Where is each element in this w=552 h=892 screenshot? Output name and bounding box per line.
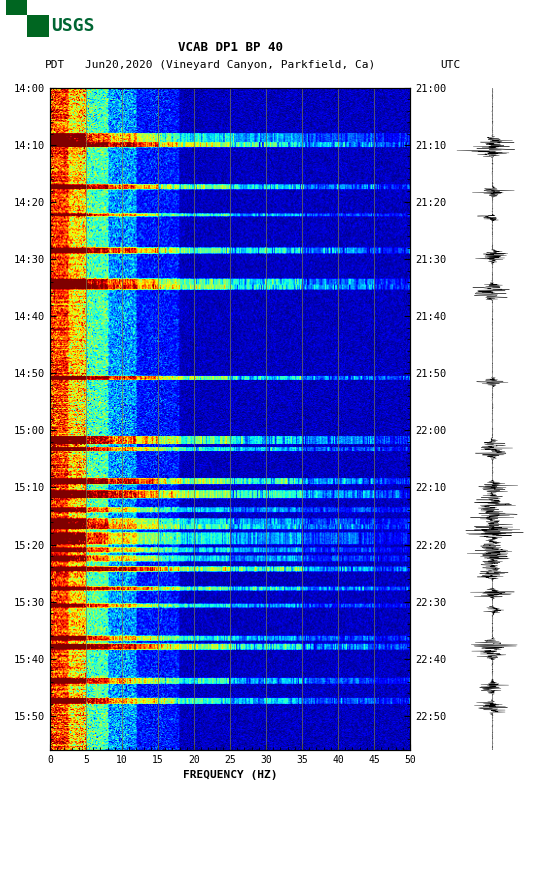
Text: USGS: USGS [51,17,94,35]
Text: PDT: PDT [45,61,65,70]
Text: Jun20,2020 (Vineyard Canyon, Parkfield, Ca): Jun20,2020 (Vineyard Canyon, Parkfield, … [85,61,375,70]
Text: UTC: UTC [440,61,460,70]
Text: VCAB DP1 BP 40: VCAB DP1 BP 40 [178,40,283,54]
X-axis label: FREQUENCY (HZ): FREQUENCY (HZ) [183,771,277,780]
